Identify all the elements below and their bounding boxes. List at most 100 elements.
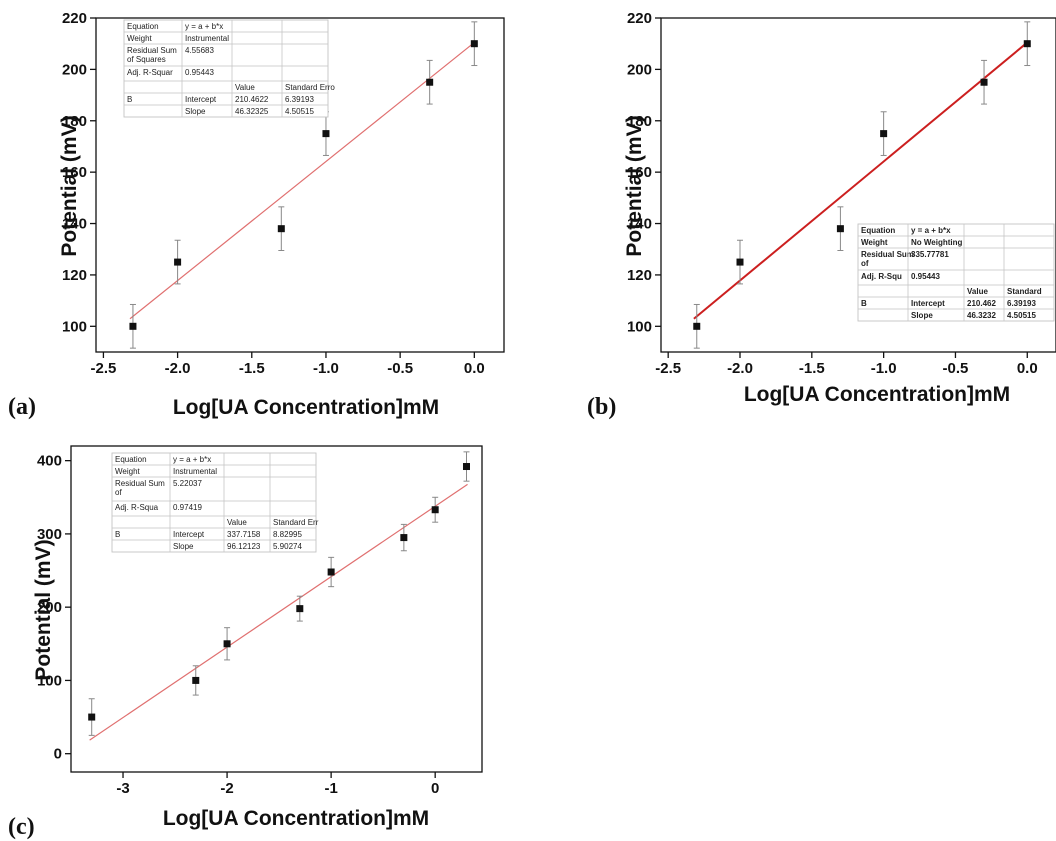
- fit-table-text-a: Adj. R-Squar: [127, 68, 173, 77]
- fit-line-b: [693, 40, 1030, 320]
- x-tick-label-c: -2: [220, 780, 233, 797]
- panel-label-b: (b): [587, 394, 616, 420]
- data-point-c: [296, 605, 304, 613]
- fit-table-text-c: Intercept: [173, 530, 205, 539]
- panel-b: -2.5 -2.0 -1.5 -1.0 -0.5 0.0 100 120 140 160 180 20…: [627, 10, 1056, 377]
- y-tick-label-a: 140: [62, 216, 87, 233]
- x-tick-label-a: -0.5: [387, 360, 413, 377]
- x-tick-label-a: -1.5: [239, 360, 265, 377]
- y-tick-label-c: 300: [37, 526, 62, 543]
- y-tick-label-c: 200: [37, 599, 62, 616]
- data-point-c: [400, 534, 408, 542]
- panel-label-c: (c): [8, 814, 35, 840]
- fit-table-text-c: Value: [227, 518, 247, 527]
- y-tick-label-a: 200: [62, 61, 87, 78]
- y-axis-label-c: Potential (mV): [32, 539, 55, 680]
- data-point-b: [880, 130, 888, 138]
- data-point-a: [174, 258, 182, 266]
- fit-table-text-c: 5.22037: [173, 479, 202, 488]
- data-point-b: [693, 322, 701, 330]
- fit-table-text-a: Standard Erro: [285, 83, 335, 92]
- y-tick-label-a: 220: [62, 10, 87, 27]
- data-point-a: [129, 322, 137, 330]
- x-tick-label-a: -2.0: [165, 360, 191, 377]
- fit-table-text-b: Weight: [861, 238, 888, 247]
- data-point-a: [322, 130, 330, 138]
- y-tick-label-b: 200: [627, 61, 652, 78]
- fit-table-text-a: Equation: [127, 22, 159, 31]
- x-tick-label-a: -1.0: [313, 360, 339, 377]
- x-tick-label-c: -1: [324, 780, 337, 797]
- fit-table-text-c: Adj. R-Squa: [115, 503, 159, 512]
- fit-table-text-b: 46.3232: [967, 311, 996, 320]
- fit-table-text-b: Slope: [911, 311, 933, 320]
- fit-table-text-c: 0.97419: [173, 503, 202, 512]
- fit-table-text-c: 337.7158: [227, 530, 261, 539]
- data-point-b: [836, 225, 844, 233]
- data-point-c: [462, 463, 470, 471]
- fit-table-text-a: Slope: [185, 107, 206, 116]
- fit-table-text-a: y = a + b*x: [185, 22, 223, 31]
- y-axis-label-b: Potential (mV): [623, 115, 646, 256]
- fit-table-text-a: Residual Sum: [127, 46, 177, 55]
- fit-table-text-b: 335.77781: [911, 250, 949, 259]
- fit-table-text-c: y = a + b*x: [173, 455, 211, 464]
- x-tick-label-c: -3: [116, 780, 129, 797]
- fit-table-text-c: Standard Err: [273, 518, 319, 527]
- x-axis-label-c: Log[UA Concentration]mM: [163, 807, 429, 830]
- x-tick-label-b: -2.0: [727, 360, 753, 377]
- fit-table-text-c: 8.82995: [273, 530, 302, 539]
- x-axis-label-a: Log[UA Concentration]mM: [173, 396, 439, 419]
- data-point-c: [192, 676, 200, 684]
- data-point-a: [470, 40, 478, 48]
- x-axis-label-b: Log[UA Concentration]mM: [744, 383, 1010, 406]
- fit-table-text-c: Weight: [115, 467, 141, 476]
- fit-table-text-a: Value: [235, 83, 255, 92]
- x-tick-label-a: -2.5: [90, 360, 116, 377]
- x-tick-label-b: -1.0: [871, 360, 897, 377]
- fit-table-text-a: 4.50515: [285, 107, 314, 116]
- fit-table-text-b: B: [861, 299, 867, 308]
- fit-table-cell-c: [269, 539, 317, 553]
- fit-table-text-b: 210.462: [967, 299, 996, 308]
- data-point-c: [223, 640, 231, 648]
- fit-table-text-b: 4.50515: [1007, 311, 1036, 320]
- fit-table-text-c: of: [115, 488, 122, 497]
- fit-table-text-c: Instrumental: [173, 467, 217, 476]
- data-point-c: [88, 713, 96, 721]
- fit-table-cell-b: [1003, 308, 1055, 322]
- x-tick-label-b: -2.5: [655, 360, 681, 377]
- fit-table-a: Equation y = a + b*x Weight Instrumental Res…: [123, 19, 335, 118]
- y-tick-label-b: 180: [627, 113, 652, 130]
- y-tick-label-a: 180: [62, 113, 87, 130]
- fit-table-text-c: Residual Sum: [115, 479, 165, 488]
- fit-table-text-a: 4.55683: [185, 46, 214, 55]
- y-tick-label-b: 140: [627, 216, 652, 233]
- fit-table-cell-a: [281, 104, 329, 118]
- fit-table-text-b: No Weighting: [911, 238, 963, 247]
- fit-table-b: Equation y = a + b*x Weight No Weighting Res…: [857, 223, 1055, 322]
- data-point-b: [736, 258, 744, 266]
- x-tick-label-b: -1.5: [799, 360, 825, 377]
- y-tick-label-c: 100: [37, 672, 62, 689]
- fit-table-text-a: B: [127, 95, 132, 104]
- x-tick-label-b: -0.5: [943, 360, 969, 377]
- fit-table-text-b: Adj. R-Squ: [861, 272, 902, 281]
- fit-table-text-b: y = a + b*x: [911, 226, 951, 235]
- fit-table-text-b: Equation: [861, 226, 895, 235]
- fit-table-text-b: Standard: [1007, 287, 1042, 296]
- panel-c: -3 -2 -1 0 0 100 200 300 400 Equation y = a + b*x W…: [37, 445, 483, 797]
- y-tick-label-c: 0: [54, 746, 62, 763]
- fit-table-text-a: Instrumental: [185, 34, 229, 43]
- fit-table-text-c: Slope: [173, 542, 194, 551]
- y-tick-label-a: 100: [62, 318, 87, 335]
- panel-a: -2.5 -2.0 -1.5 -1.0 -0.5 0.0 100 120 140 160 180 20…: [62, 10, 505, 377]
- fit-table-bg-b: [857, 223, 1055, 322]
- data-point-c: [431, 506, 439, 514]
- fit-table-text-c: 96.12123: [227, 542, 261, 551]
- fit-table-text-b: 0.95443: [911, 272, 940, 281]
- fit-table-bg-c: [111, 452, 317, 553]
- fit-table-text-b: 6.39193: [1007, 299, 1036, 308]
- y-tick-label-a: 160: [62, 164, 87, 181]
